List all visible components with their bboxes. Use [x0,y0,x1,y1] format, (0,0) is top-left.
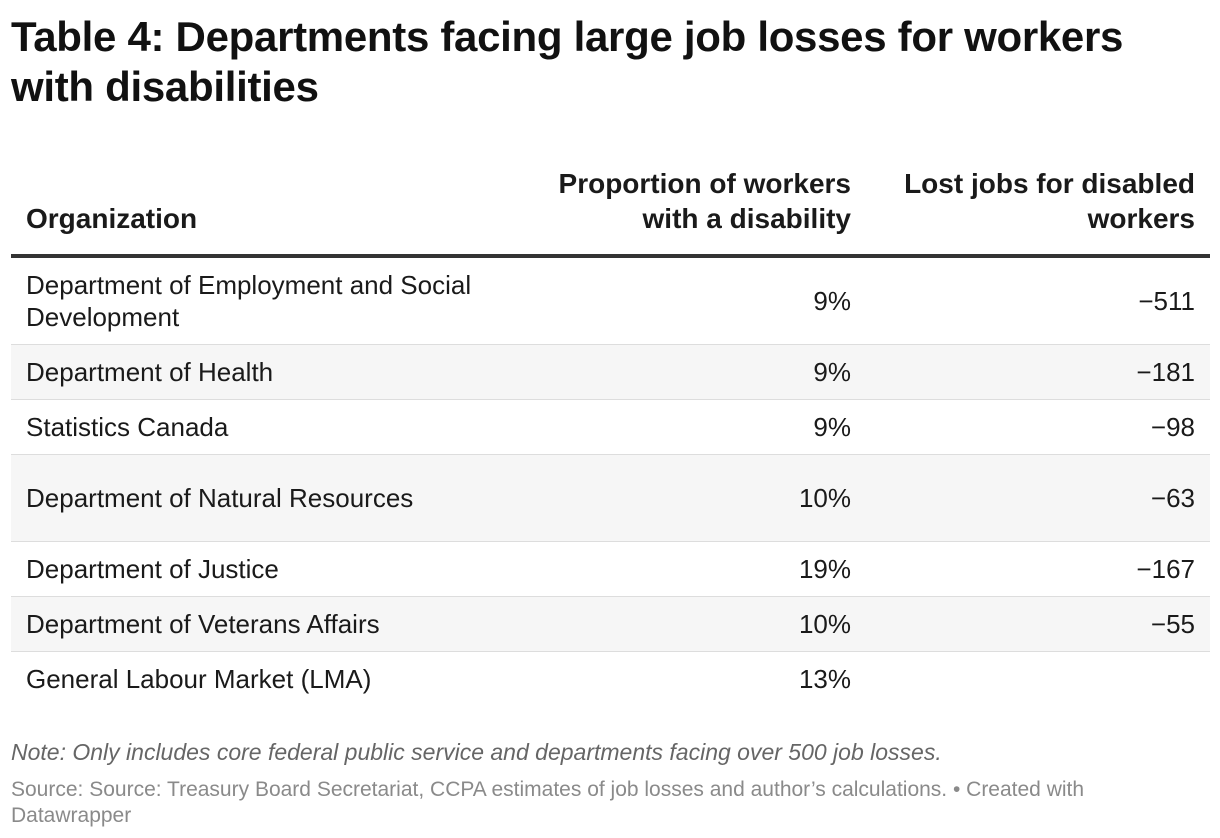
table-row: Department of Veterans Affairs 10% −55 [11,596,1210,652]
organization-cell: Department of Employment and Social Deve… [11,256,541,345]
data-table: Organization Proportion of workers with … [11,160,1210,706]
organization-cell: Department of Natural Resources [11,454,541,542]
header-row: Organization Proportion of workers with … [11,160,1210,258]
column-header-proportion: Proportion of workers with a disability [541,160,866,258]
table-row: General Labour Market (LMA) 13% [11,652,1210,707]
organization-cell: General Labour Market (LMA) [26,664,372,694]
lost-jobs-cell: −98 [866,399,1210,455]
proportion-cell: 13% [798,664,851,694]
lost-jobs-cell: −63 [866,454,1210,542]
lost-jobs-cell: −167 [866,541,1210,597]
table-row: Department of Employment and Social Deve… [11,256,1210,345]
lost-jobs-cell: −181 [866,344,1210,400]
table-note: Note: Only includes core federal public … [11,739,942,765]
table-title: Table 4: Departments facing large job lo… [11,13,1124,110]
organization-cell: Statistics Canada [11,399,541,455]
proportion-cell: 9% [541,344,866,400]
column-header-lost-jobs: Lost jobs for disabled workers [866,160,1210,258]
table-row: Department of Justice 19% −167 [11,541,1210,597]
proportion-cell: 10% [541,454,866,542]
source-line: Source: Source: Treasury Board Secretari… [11,778,1085,827]
proportion-cell: 10% [541,596,866,652]
table-row: Department of Natural Resources 10% −63 [11,454,1210,542]
organization-cell: Department of Health [11,344,541,400]
table-row: Statistics Canada 9% −98 [11,399,1210,455]
proportion-cell: 9% [541,256,866,345]
proportion-cell: 9% [541,399,866,455]
lost-jobs-cell: −55 [866,596,1210,652]
organization-cell: Department of Justice [11,541,541,597]
lost-jobs-cell: −511 [866,256,1210,345]
column-header-organization: Organization [11,160,541,258]
proportion-cell: 19% [541,541,866,597]
lost-jobs-cell [866,652,1210,707]
organization-cell: Department of Veterans Affairs [11,596,541,652]
table-row: Department of Health 9% −181 [11,344,1210,400]
